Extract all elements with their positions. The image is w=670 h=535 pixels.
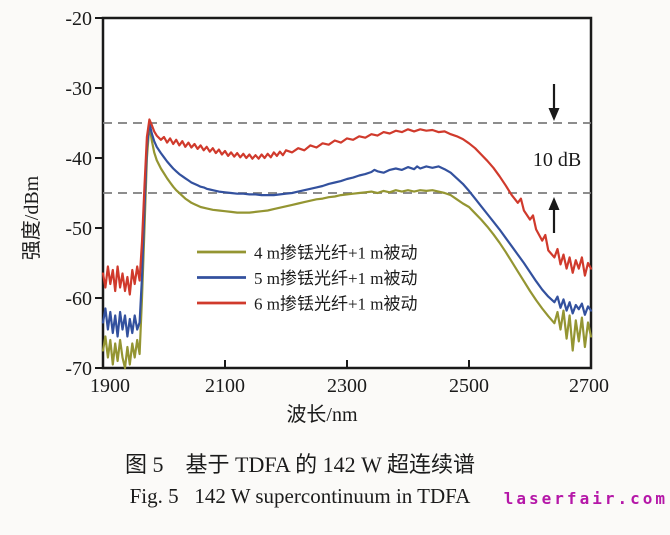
x-tick-label: 2300	[327, 375, 367, 397]
legend-label-5m: 5 m掺铥光纤+1 m被动	[254, 269, 418, 288]
legend-label-6m: 6 m掺铥光纤+1 m被动	[254, 295, 418, 314]
y-axis-title: 强度/dBm	[20, 175, 43, 260]
x-tick-label: 1900	[90, 375, 130, 397]
y-axis-labels: -20 -30 -40 -50 -60 -70	[65, 8, 92, 380]
plot-curves	[101, 118, 593, 370]
x-axis-labels: 1900 2100 2300 2500 2700	[90, 375, 609, 397]
y-tick-label: -30	[65, 78, 92, 100]
legend-item: 4 m掺铥光纤+1 m被动	[197, 244, 418, 263]
series-line-2	[101, 118, 593, 296]
arrow-down-icon	[548, 84, 560, 121]
y-tick-label: -50	[65, 218, 92, 240]
caption-english: Fig. 5 142 W supercontinuum in TDFA	[129, 484, 471, 508]
legend-item: 5 m掺铥光纤+1 m被动	[197, 269, 418, 288]
x-axis-ticks	[102, 360, 592, 368]
db-span-arrows	[548, 84, 560, 233]
y-tick-label: -20	[65, 8, 92, 30]
y-tick-label: -70	[65, 358, 92, 380]
x-tick-label: 2500	[449, 375, 489, 397]
y-axis-ticks	[95, 17, 103, 369]
x-tick-label: 2700	[569, 375, 609, 397]
caption-chinese: 图 5 基于 TDFA 的 142 W 超连续谱	[125, 452, 475, 477]
y-tick-label: -60	[65, 288, 92, 310]
spectrum-chart: -20 -30 -40 -50 -60 -70 1900 2100 2300 2…	[20, 8, 609, 426]
x-tick-label: 2100	[205, 375, 245, 397]
legend-item: 6 m掺铥光纤+1 m被动	[197, 295, 418, 314]
x-axis-title: 波长/nm	[286, 403, 358, 426]
legend-label-4m: 4 m掺铥光纤+1 m被动	[254, 244, 418, 263]
arrow-up-icon	[548, 197, 560, 233]
y-tick-label: -40	[65, 148, 92, 170]
watermark: laserfair.com	[503, 489, 668, 508]
db-span-label: 10 dB	[533, 149, 581, 171]
legend: 4 m掺铥光纤+1 m被动 5 m掺铥光纤+1 m被动 6 m掺铥光纤+1 m被…	[197, 244, 418, 314]
